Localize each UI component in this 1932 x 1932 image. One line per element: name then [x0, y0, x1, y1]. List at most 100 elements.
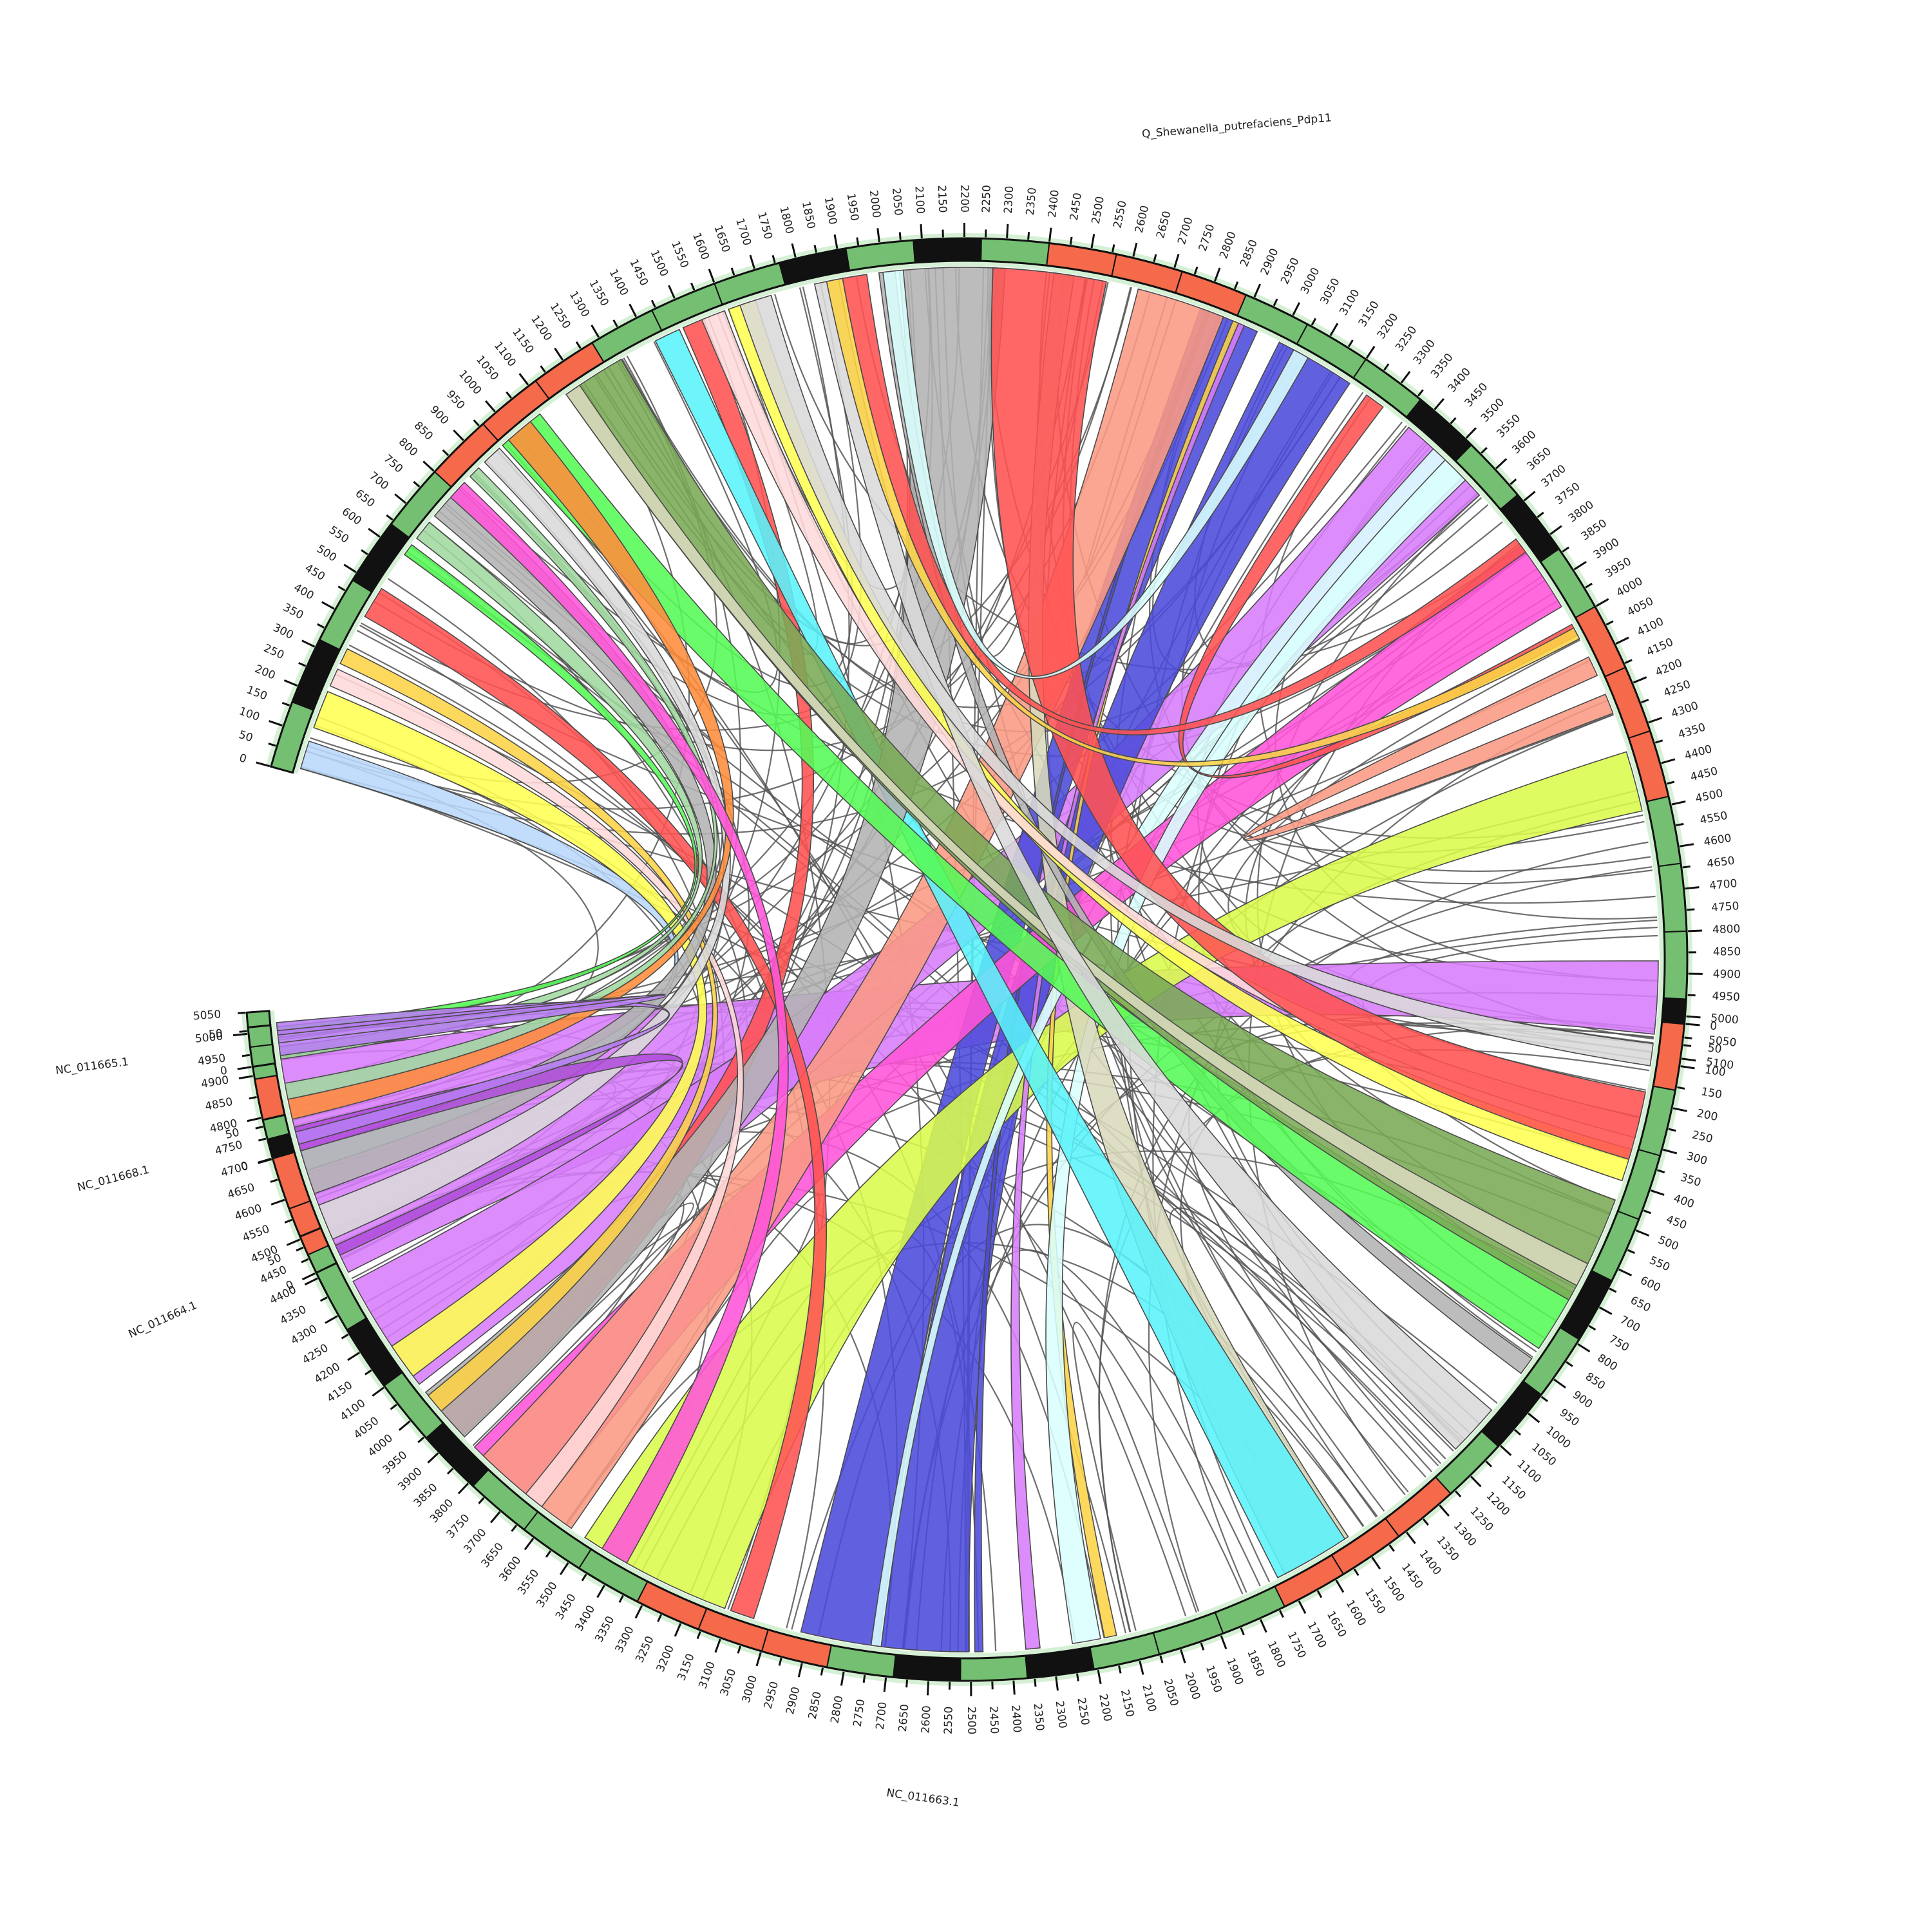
thin-link: [1072, 1321, 1197, 1631]
tick-label: 4500: [1694, 787, 1725, 806]
tick-mark: [559, 1562, 569, 1575]
chord-ribbon: [278, 521, 703, 1060]
tick-mark: [270, 1179, 278, 1183]
tick-mark: [634, 1605, 643, 1619]
tick-mark: [372, 1387, 384, 1397]
tick-label: 2300: [1053, 1700, 1069, 1729]
tick-label: 2450: [987, 1706, 1001, 1734]
sequence-name-label: NC_011665.1: [55, 1056, 129, 1077]
tick-label: 5050: [1708, 1034, 1737, 1050]
tick-mark: [1069, 236, 1073, 245]
tick-label: 1700: [1305, 1620, 1329, 1651]
tick-mark: [833, 234, 838, 249]
tick-mark: [237, 1011, 246, 1014]
tick-mark: [1259, 1618, 1267, 1633]
tick-mark: [1253, 283, 1262, 298]
tick-mark: [238, 1075, 253, 1079]
tick-mark: [361, 549, 368, 556]
tick-mark: [674, 1623, 682, 1637]
tick-mark: [1663, 1148, 1678, 1155]
tick-label: 2000: [867, 189, 883, 218]
tick-label: 3700: [1539, 462, 1569, 490]
tick-label: 400: [292, 582, 316, 603]
tick-mark: [511, 1524, 518, 1532]
tick-label: 5000: [1710, 1012, 1739, 1027]
tick-label: 3800: [1566, 498, 1596, 526]
tick-mark: [1090, 234, 1095, 249]
tick-mark: [1220, 1635, 1227, 1649]
tick-label: 4200: [312, 1360, 343, 1386]
tick-label: 1550: [668, 239, 691, 270]
tick-mark: [506, 391, 513, 399]
tick-mark: [269, 720, 283, 727]
tick-mark: [1605, 620, 1614, 626]
tick-mark: [256, 761, 270, 768]
chord-ribbon: [482, 288, 1224, 1530]
tick-mark: [749, 254, 755, 269]
tick-label: 2900: [784, 1685, 802, 1716]
sequence-name-label: Q_Shewanella_putrefaciens_Pdp11: [1141, 111, 1332, 141]
tick-label: 1900: [822, 196, 839, 225]
tick-mark: [242, 1054, 251, 1057]
tick-label: 5050: [193, 1008, 222, 1023]
tick-mark: [301, 1258, 309, 1264]
tick-mark: [1624, 659, 1633, 664]
tick-label: 1050: [1529, 1441, 1558, 1468]
tick-label: 2650: [1154, 210, 1174, 240]
chord-ribbon: [565, 384, 1589, 1287]
tick-label: 3600: [1510, 428, 1539, 457]
tick-mark: [883, 1677, 887, 1692]
tick-label: 2600: [1133, 204, 1151, 234]
tick-mark: [478, 1497, 485, 1504]
chord-ribbon: [990, 267, 1647, 1160]
tick-mark: [1672, 1107, 1687, 1112]
tick-label: 0: [1709, 1019, 1718, 1033]
tick-mark: [1687, 908, 1695, 911]
tick-label: 3750: [1553, 480, 1582, 507]
tick-mark: [1562, 546, 1569, 553]
tick-label: 2750: [1197, 222, 1218, 252]
tick-label: 4250: [1662, 677, 1693, 699]
tick-mark: [1180, 1649, 1186, 1663]
tick-mark: [442, 449, 450, 457]
tick-label: 4700: [1709, 877, 1738, 893]
tick-label: 1750: [755, 211, 775, 241]
tick-mark: [1684, 1036, 1692, 1039]
tick-label: 1300: [567, 289, 592, 319]
tick-label: 1950: [844, 193, 861, 222]
tick-mark: [1200, 1642, 1205, 1651]
tick-label: 3350: [1428, 351, 1456, 381]
tick-label: 2950: [1278, 256, 1302, 287]
tick-mark: [1566, 1361, 1573, 1367]
tick-label: 4600: [233, 1202, 263, 1223]
tick-label: 0: [240, 1159, 250, 1173]
tick-label: 3750: [444, 1511, 473, 1541]
tick-label: 150: [1700, 1085, 1723, 1101]
tick-mark: [422, 460, 435, 472]
tick-label: 1350: [1434, 1534, 1461, 1564]
tick-label: 4050: [1625, 595, 1656, 620]
tick-mark: [1027, 232, 1030, 240]
tick-label: 2000: [1182, 1671, 1202, 1701]
tick-label: 900: [1570, 1388, 1595, 1411]
tick-label: 2700: [874, 1701, 890, 1730]
tick-label: 1600: [690, 231, 712, 262]
tick-label: 300: [271, 621, 296, 642]
tick-label: 1500: [1381, 1574, 1407, 1604]
tick-label: 5000: [194, 1030, 223, 1045]
tick-label: 500: [1656, 1233, 1681, 1253]
tick-mark: [417, 1436, 425, 1443]
tick-label: 250: [1690, 1128, 1714, 1146]
chord-ribbon: [339, 648, 718, 1412]
tick-mark: [1097, 1669, 1102, 1684]
tick-label: 2850: [1238, 238, 1260, 269]
tick-mark: [1677, 1086, 1685, 1090]
tick-label: 4600: [1703, 832, 1732, 849]
tick-label: 1200: [528, 313, 554, 343]
tick-mark: [1006, 223, 1009, 238]
tick-label: 550: [327, 524, 351, 546]
tick-mark: [840, 1671, 845, 1686]
tick-label: 1650: [1324, 1609, 1349, 1640]
tick-label: 3450: [1463, 381, 1491, 410]
tick-label: 4650: [226, 1181, 256, 1202]
